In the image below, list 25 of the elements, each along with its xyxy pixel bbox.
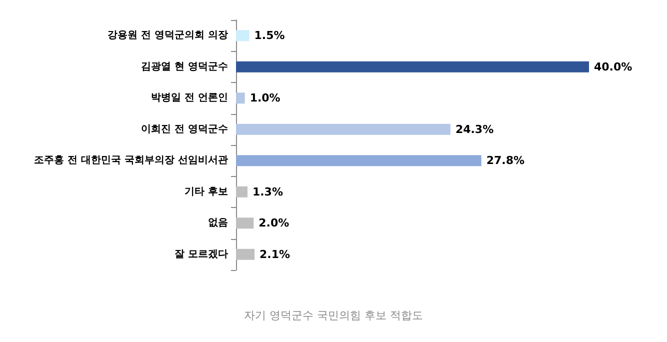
data-label: 1.3% xyxy=(252,185,283,198)
bar xyxy=(236,30,250,42)
y-tick-label: 김광열 현 영덕군수 xyxy=(141,61,228,72)
bar xyxy=(236,124,450,135)
y-tick-label: 박병일 전 언론인 xyxy=(151,92,228,104)
bar xyxy=(236,61,589,72)
bar xyxy=(236,92,245,104)
data-label: 27.8% xyxy=(486,154,525,168)
data-label: 2.1% xyxy=(260,248,290,261)
bar xyxy=(236,218,254,229)
data-label: 1.5% xyxy=(254,29,285,42)
y-tick-label: 잘 모르겠다 xyxy=(174,248,228,260)
data-label: 1.0% xyxy=(250,92,280,105)
text: 자기 영덕군수 국민의힘 후보 적합도 xyxy=(244,309,423,322)
data-label: 24.3% xyxy=(455,122,494,136)
bar xyxy=(236,248,255,260)
y-tick-label: 없음 xyxy=(208,218,228,229)
data-label: 40.0% xyxy=(594,60,632,74)
bar xyxy=(236,155,482,166)
y-tick-label: 이희진 전 영덕군수 xyxy=(141,124,228,135)
y-tick-label: 조주홍 전 대한민국 국회부의장 선임비서관 xyxy=(34,155,228,166)
y-tick-label: 강용원 전 영덕군의회 의장 xyxy=(108,30,228,42)
y-tick-label: 기타 후보 xyxy=(184,186,228,198)
data-label: 2.0% xyxy=(258,216,290,230)
bar xyxy=(236,186,248,198)
